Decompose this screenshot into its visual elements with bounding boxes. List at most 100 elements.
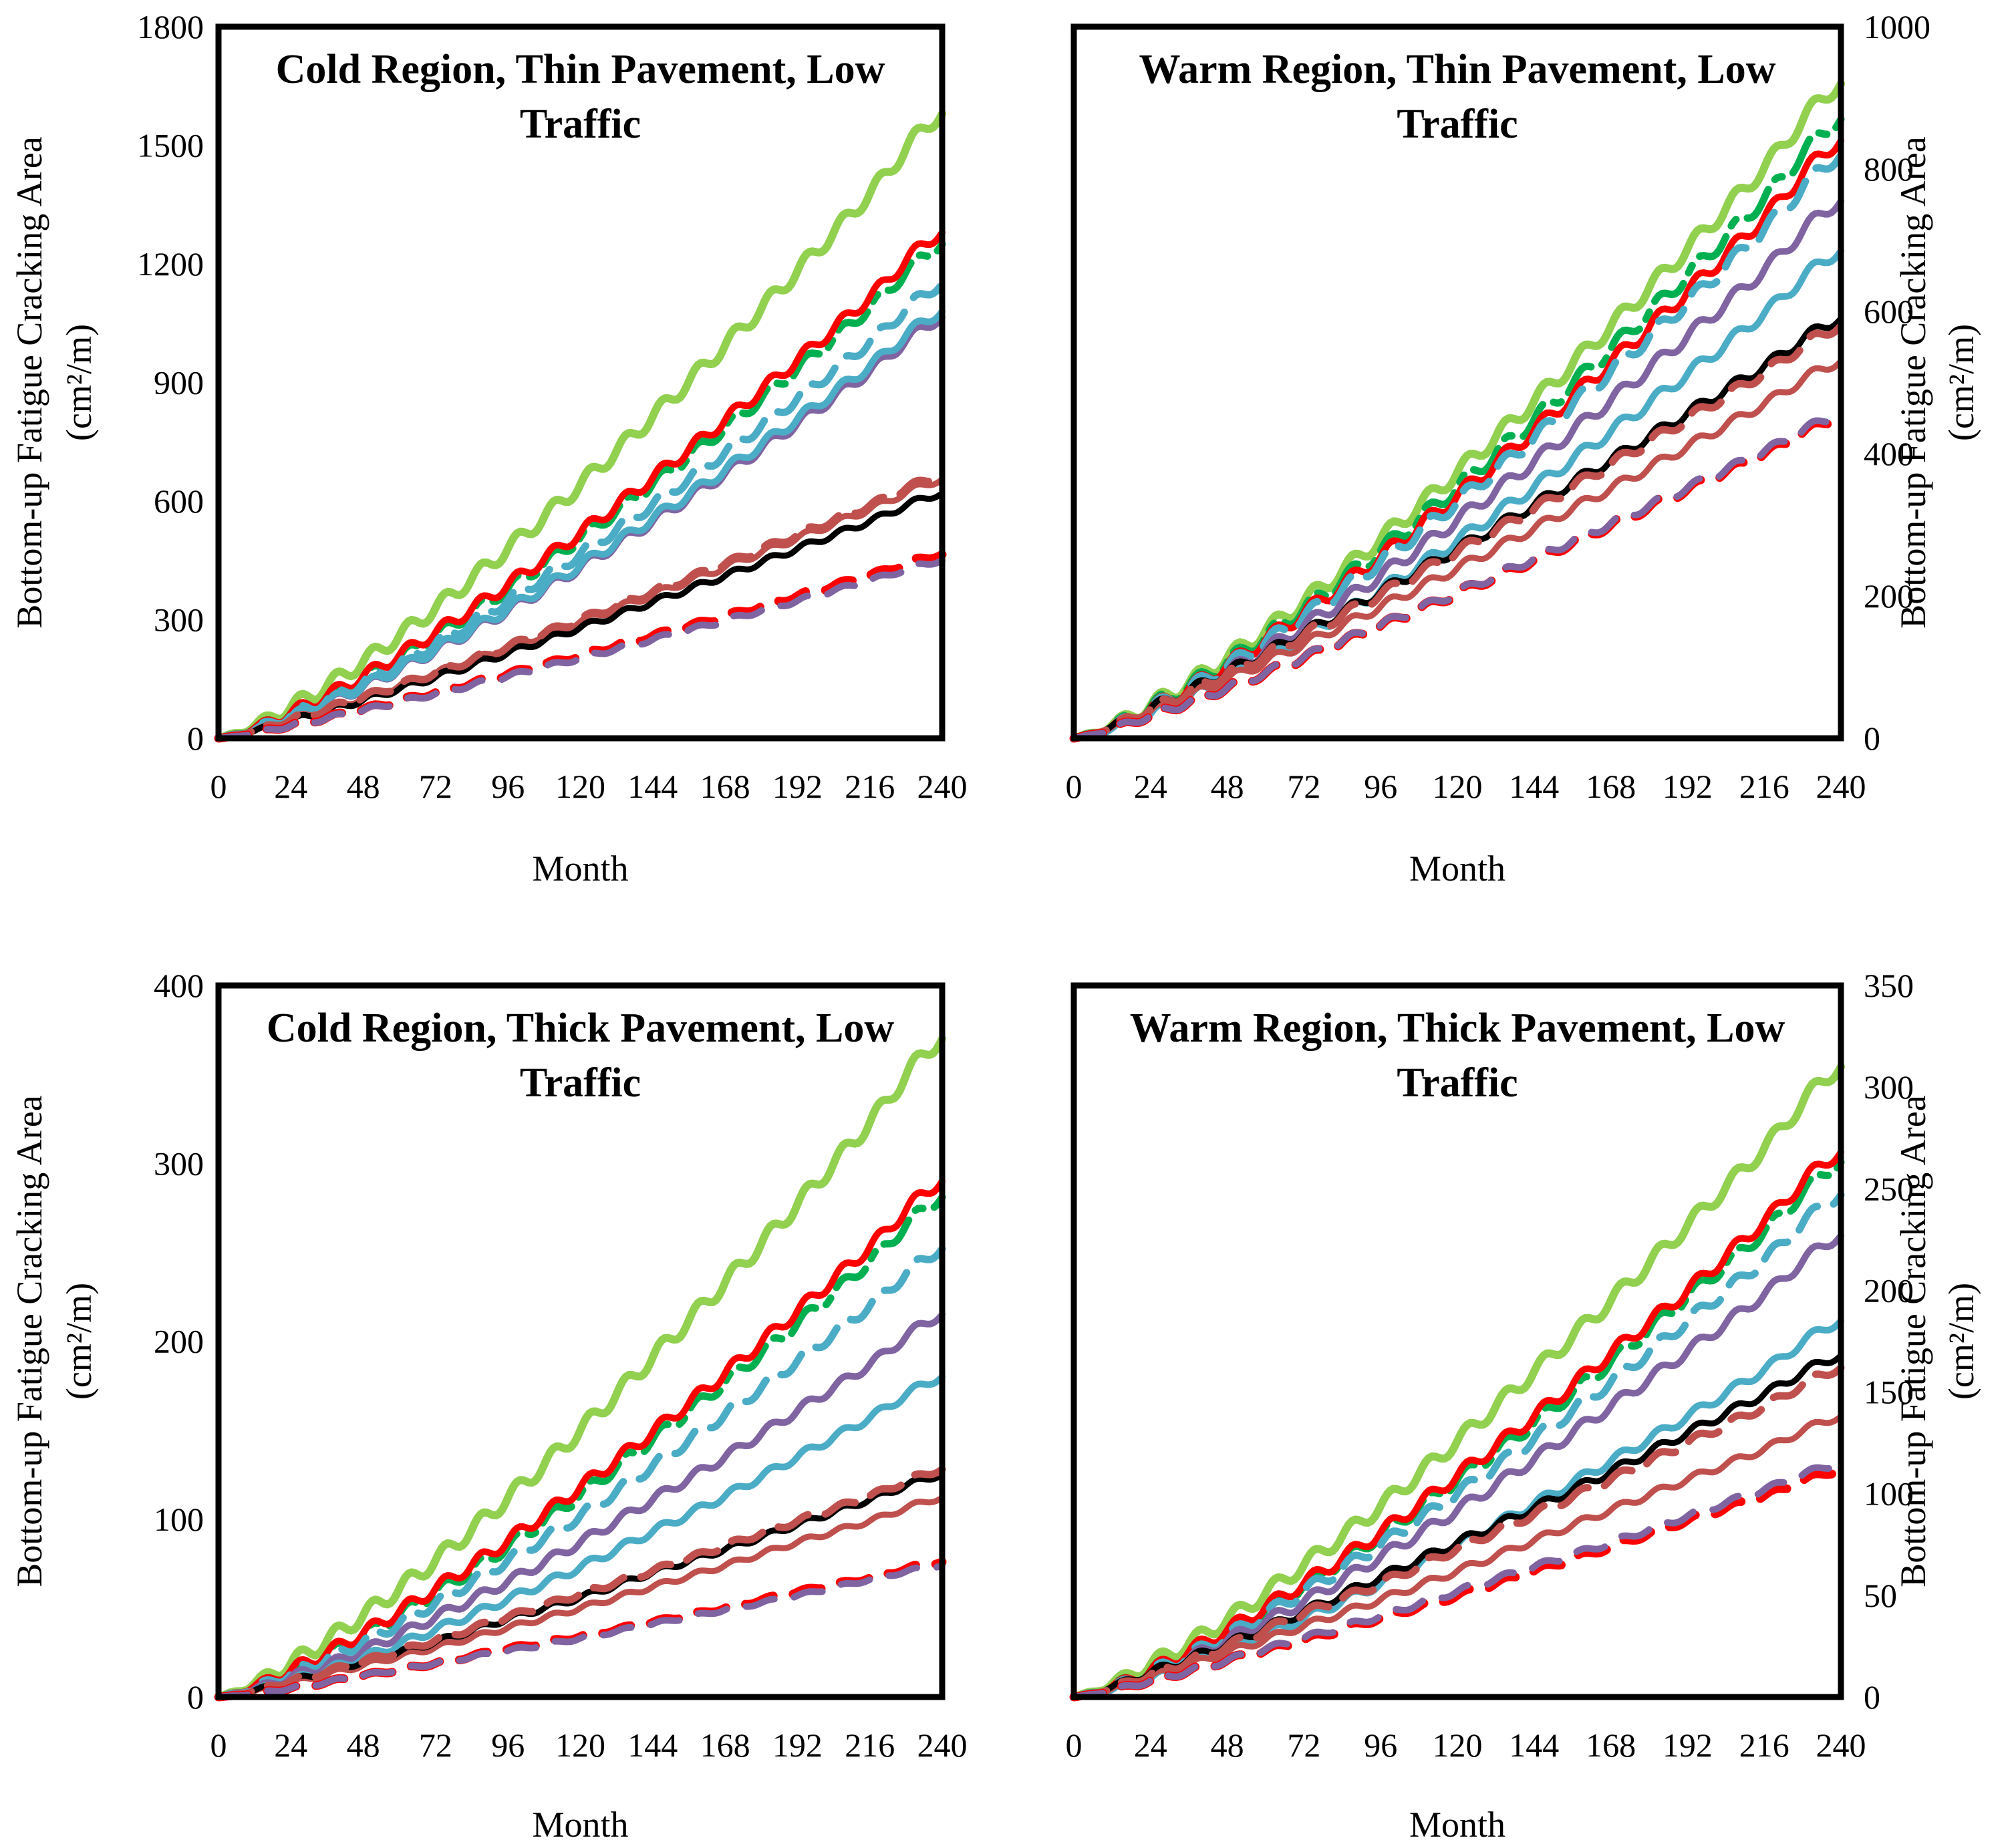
y-axis-label-line2: (cm²/m) — [1941, 324, 1981, 441]
x-tick-label: 192 — [772, 768, 823, 805]
y-axis-label-line1: Bottom-up Fatigue Cracking Area — [9, 136, 49, 628]
x-tick-label: 144 — [627, 1726, 678, 1764]
series-brown-dashed — [1070, 321, 1845, 742]
x-tick-label: 96 — [491, 768, 525, 805]
series-darkgreen-dashdot — [1070, 1159, 1845, 1701]
x-tick-label: 192 — [772, 1726, 823, 1764]
x-tick-label: 120 — [555, 1726, 605, 1764]
y-tick-label: 0 — [1864, 720, 1880, 757]
x-tick-label: 96 — [1364, 1726, 1397, 1764]
series-purple-solid — [215, 1311, 946, 1700]
series-brown-solid — [1070, 358, 1844, 742]
series-teal-dashed — [214, 1245, 946, 1701]
x-tick-label: 216 — [845, 768, 895, 805]
x-tick-label: 0 — [210, 1726, 227, 1764]
y-axis-label-line1: Bottom-up Fatigue Cracking Area — [9, 1095, 49, 1587]
y-tick-label: 1500 — [137, 127, 204, 164]
x-tick-label: 24 — [274, 1726, 307, 1764]
chart-title-line1: Cold Region, Thick Pavement, Low — [267, 1006, 894, 1051]
x-tick-label: 24 — [274, 768, 307, 805]
y-tick-label: 1000 — [1864, 8, 1930, 45]
x-tick-label: 192 — [1663, 1726, 1713, 1764]
series-purple-dashed — [215, 1562, 946, 1700]
x-axis-label: Month — [1409, 1805, 1505, 1845]
series-teal-dashed — [214, 280, 946, 742]
plot-frame — [1070, 23, 1844, 742]
y-tick-label: 1800 — [137, 8, 204, 45]
x-tick-label: 96 — [491, 1726, 525, 1764]
y-tick-label: 800 — [1864, 150, 1914, 188]
plot-frame — [1070, 982, 1844, 1700]
y-tick-label: 100 — [1864, 1475, 1914, 1513]
y-tick-label: 1200 — [137, 245, 204, 283]
series-teal-dashed — [1070, 1191, 1845, 1701]
y-tick-label: 600 — [154, 482, 204, 520]
plot-frame — [215, 982, 946, 1700]
x-tick-label: 240 — [917, 1726, 968, 1764]
series-red-solid — [215, 228, 946, 742]
chart-title-line2: Traffic — [1397, 1060, 1518, 1106]
x-tick-label: 168 — [700, 768, 750, 805]
x-tick-label: 24 — [1134, 1726, 1167, 1764]
y-axis-label-line2: (cm²/m) — [59, 1283, 99, 1400]
series-red-solid — [1070, 1148, 1844, 1700]
series-green-solid — [214, 1034, 946, 1701]
y-axis-label-line2: (cm²/m) — [1941, 1283, 1981, 1400]
y-tick-label: 0 — [1864, 1678, 1880, 1716]
x-tick-label: 0 — [210, 768, 227, 805]
y-tick-label: 50 — [1864, 1577, 1897, 1614]
y-axis-label-line2: (cm²/m) — [59, 324, 99, 441]
series-green-solid — [214, 110, 946, 742]
series-purple-dashed — [215, 557, 946, 742]
series-green-solid — [1070, 1062, 1845, 1701]
x-tick-label: 240 — [1816, 1726, 1866, 1764]
series-green-solid — [1070, 80, 1845, 742]
y-tick-label: 900 — [154, 364, 204, 402]
chart-title-line1: Cold Region, Thin Pavement, Low — [276, 47, 885, 92]
series-red-solid — [215, 1177, 946, 1700]
series-brown-dashed — [1070, 1364, 1845, 1701]
x-axis-label: Month — [532, 1805, 628, 1845]
x-tick-label: 168 — [1586, 768, 1636, 805]
x-tick-label: 72 — [1287, 768, 1320, 805]
x-tick-label: 216 — [845, 1726, 895, 1764]
y-tick-label: 150 — [1864, 1374, 1914, 1411]
x-axis-label: Month — [1409, 849, 1505, 889]
series-red-solid — [1070, 137, 1844, 742]
y-tick-label: 100 — [154, 1501, 204, 1538]
chart-canvas-cold-thin: Cold Region, Thin Pavement, Low Traffic 0 3… — [9, 8, 968, 889]
x-tick-label: 144 — [627, 768, 678, 805]
series-purple-dashed — [1070, 1460, 1844, 1700]
chart-canvas-warm-thick: Warm Region, Thick Pavement, Low Traffic 0… — [1066, 967, 1982, 1845]
plot-frame — [215, 23, 946, 742]
y-tick-label: 200 — [154, 1323, 204, 1360]
x-tick-label: 0 — [1066, 1726, 1083, 1764]
y-tick-label: 400 — [154, 967, 204, 1004]
y-axis-label-line1: Bottom-up Fatigue Cracking Area — [1893, 136, 1933, 628]
x-tick-label: 144 — [1509, 1726, 1559, 1764]
chart-title-line2: Traffic — [520, 1060, 641, 1106]
x-tick-label: 48 — [347, 1726, 380, 1764]
x-tick-label: 72 — [419, 768, 452, 805]
x-tick-label: 168 — [1586, 1726, 1636, 1764]
x-axis-label: Month — [532, 849, 628, 889]
x-tick-label: 120 — [1433, 1726, 1483, 1764]
y-tick-label: 300 — [1864, 1068, 1914, 1106]
y-tick-label: 250 — [1864, 1170, 1914, 1207]
y-tick-label: 600 — [1864, 293, 1914, 330]
x-tick-label: 48 — [1211, 768, 1244, 805]
x-tick-label: 144 — [1509, 768, 1559, 805]
chart-canvas-warm-thin: Warm Region, Thin Pavement, Low Traffic 0 2… — [1066, 8, 1982, 889]
x-tick-label: 216 — [1739, 768, 1789, 805]
chart-title-line1: Warm Region, Thick Pavement, Low — [1130, 1006, 1785, 1051]
series-brown-dashed — [214, 1465, 946, 1701]
x-tick-label: 240 — [917, 768, 968, 805]
x-tick-label: 120 — [1433, 768, 1483, 805]
chart-title-line1: Warm Region, Thin Pavement, Low — [1139, 47, 1776, 92]
series-black-solid — [1070, 1352, 1844, 1700]
y-tick-label: 300 — [154, 601, 204, 639]
x-tick-label: 72 — [419, 1726, 452, 1764]
y-tick-label: 200 — [1864, 1271, 1914, 1309]
x-tick-label: 72 — [1287, 1726, 1320, 1764]
